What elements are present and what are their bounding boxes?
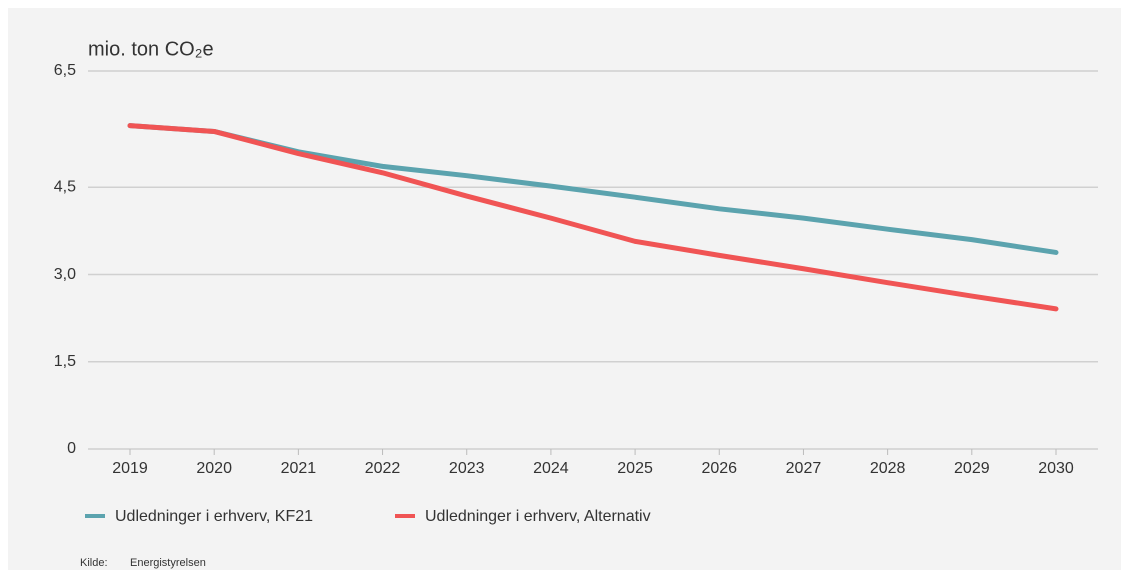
- x-tick-label: 2020: [196, 460, 232, 477]
- y-tick-label: 6,5: [54, 62, 76, 79]
- background: [8, 8, 1121, 570]
- y-tick-label: 4,5: [54, 179, 76, 196]
- x-tick-label: 2022: [365, 460, 401, 477]
- x-tick-label: 2023: [449, 460, 485, 477]
- source-label: Kilde:: [80, 557, 108, 569]
- x-tick-label: 2025: [617, 460, 653, 477]
- x-tick-label: 2030: [1038, 460, 1074, 477]
- x-tick-label: 2029: [954, 460, 990, 477]
- x-tick-label: 2028: [870, 460, 906, 477]
- source: Energistyrelsen: [130, 557, 206, 569]
- series-line: [127, 123, 1059, 312]
- chart-title: mio. ton CO₂e: [88, 38, 214, 60]
- y-tick-label: 3,0: [54, 266, 76, 283]
- y-tick-label: 1,5: [54, 353, 76, 370]
- x-tick-label: 2027: [786, 460, 822, 477]
- x-tick-label: 2021: [281, 460, 317, 477]
- y-tick-label: 0: [67, 440, 76, 457]
- x-tick-label: 2026: [701, 460, 737, 477]
- legend-label: Udledninger i erhverv, KF21: [115, 508, 313, 525]
- legend-label: Udledninger i erhverv, Alternativ: [425, 508, 651, 525]
- x-tick-label: 2024: [533, 460, 569, 477]
- x-tick-label: 2019: [112, 460, 148, 477]
